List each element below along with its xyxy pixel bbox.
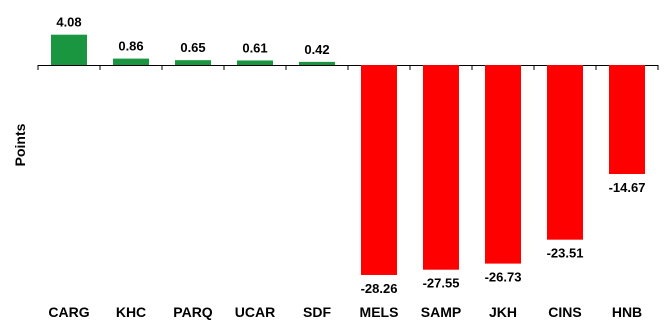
x-axis-ticks [37,65,659,70]
bar-parq [175,60,211,65]
bar-samp [423,65,459,270]
category-label-samp: SAMP [421,304,461,320]
bar-carg [51,34,87,65]
data-labels-group: 4.08 0.86 0.65 0.61 0.42 -28.26 -27.55 -26.73 -2… [56,15,645,296]
value-label-samp: -27.55 [423,276,460,291]
bar-sdf [299,61,335,65]
bar-ucar [237,60,273,65]
y-axis-label: Points [12,123,28,166]
value-label-ucar: 0.61 [242,40,267,55]
bar-khc [113,58,149,65]
bar-cins [547,65,583,240]
category-label-carg: CARG [48,304,89,320]
category-labels-group: CARG KHC PARQ UCAR SDF MELS SAMP JKH CINS HNB [48,304,642,320]
category-label-parq: PARQ [173,304,213,320]
category-label-cins: CINS [548,304,581,320]
value-label-khc: 0.86 [118,39,143,54]
value-label-mels: -28.26 [361,281,398,296]
category-label-jkh: JKH [489,304,517,320]
category-label-sdf: SDF [303,304,331,320]
category-label-hnb: HNB [612,304,642,320]
value-label-hnb: -14.67 [609,180,646,195]
value-label-cins: -23.51 [547,246,584,261]
category-label-mels: MELS [360,304,399,320]
category-label-khc: KHC [116,304,146,320]
bar-jkh [485,65,521,264]
bar-hnb [609,65,645,174]
category-label-ucar: UCAR [235,304,275,320]
value-label-parq: 0.65 [180,40,205,55]
value-label-carg: 4.08 [56,15,81,30]
bars-group [51,34,645,275]
value-label-jkh: -26.73 [485,270,522,285]
bar-mels [361,65,397,275]
value-label-sdf: 0.42 [304,42,329,57]
